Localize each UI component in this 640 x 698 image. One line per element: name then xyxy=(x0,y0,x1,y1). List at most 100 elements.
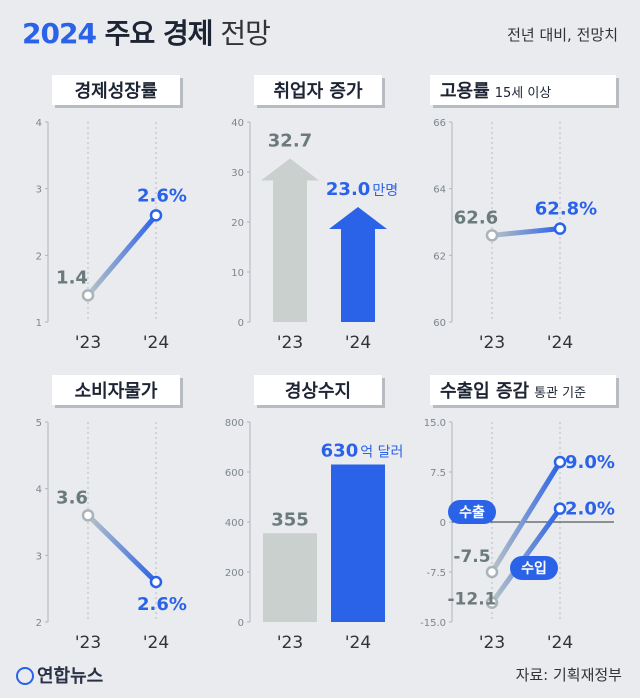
series-line xyxy=(489,506,563,606)
x-tick-label: '23 xyxy=(479,633,505,653)
chart-panel-6: 수출입 증감 통관 기준 15.0 7.5 0 -7.5 -15.0 '23 '24 -7.5 9.… xyxy=(420,375,619,653)
chart-title-box xyxy=(254,375,382,405)
chart-title: 취업자 증가 xyxy=(273,81,363,102)
chart-title: 경상수지 xyxy=(285,381,351,402)
bar-arrow xyxy=(329,207,387,322)
x-tick-label: '24 xyxy=(143,633,169,653)
data-label: 62.8% xyxy=(535,199,597,220)
data-label: 1.4 xyxy=(56,267,88,288)
y-tick-label: 1 xyxy=(36,318,42,329)
data-label: 2.6% xyxy=(137,185,187,206)
x-tick-label: '24 xyxy=(345,333,371,353)
series-name-pill xyxy=(448,500,496,524)
chart-panel-2: 취업자 증가 0 10 20 30 40 '23 '24 32.7 23.0 만명 xyxy=(231,75,398,353)
data-point xyxy=(553,455,567,469)
y-tick-label: 40 xyxy=(231,118,244,129)
chart-title: 고용률 15세 이상 xyxy=(440,81,551,102)
data-point xyxy=(485,229,499,242)
data-point xyxy=(81,289,95,302)
data-point xyxy=(81,509,95,522)
y-tick-label: 10 xyxy=(231,268,244,279)
data-label: -7.5 xyxy=(453,547,490,567)
y-tick-label: 4 xyxy=(36,485,42,496)
y-tick-label: -15.0 xyxy=(420,618,446,629)
chart-panel-4: 소비자물가 2 3 4 5 '23 '24 3.6 2.6% xyxy=(36,375,187,653)
y-tick-label: 20 xyxy=(231,218,244,229)
y-tick-label: 0 xyxy=(238,618,244,629)
x-tick-label: '23 xyxy=(479,333,505,353)
x-tick-label: '24 xyxy=(345,633,371,653)
chart-title: 경제성장률 xyxy=(75,81,158,102)
data-label: 2.0% xyxy=(565,499,615,520)
bar-arrow xyxy=(261,158,319,322)
data-label: -12.1 xyxy=(448,590,497,610)
yonhap-logo: 연합뉴스 xyxy=(16,662,103,688)
bar xyxy=(331,464,385,622)
y-tick-label: 3 xyxy=(36,551,42,562)
data-point xyxy=(485,565,499,579)
series-line xyxy=(85,512,159,585)
title-year: 2024 xyxy=(22,17,97,50)
series-name-label: 수출 xyxy=(459,504,485,521)
y-tick-label: 400 xyxy=(225,518,244,529)
chart-title-box xyxy=(430,375,616,405)
y-tick-label: 200 xyxy=(225,568,244,579)
data-label: 3.6 xyxy=(56,487,88,508)
y-tick-label: 60 xyxy=(433,318,446,329)
data-label: 23.0 만명 xyxy=(326,179,398,200)
chart-panel-1: 경제성장률 1 2 3 4 '23 '24 1.4 2.6% xyxy=(36,75,187,353)
x-tick-label: '23 xyxy=(277,633,303,653)
chart-title-box xyxy=(52,75,180,105)
series-name-label: 수입 xyxy=(521,561,547,577)
chart-title-box xyxy=(52,375,180,405)
logo-icon xyxy=(16,667,34,685)
data-label: 2.6% xyxy=(137,594,187,615)
title-main: 주요 경제 xyxy=(95,17,214,50)
chart-panel-5: 경상수지 0 200 400 600 800 '23 '24 355 630 억 달러 xyxy=(225,375,403,653)
data-point xyxy=(149,209,163,222)
data-point xyxy=(553,502,567,515)
y-tick-label: 800 xyxy=(225,418,244,429)
y-tick-label: 62 xyxy=(433,251,446,262)
y-tick-label: 5 xyxy=(36,418,42,429)
page-title: 2024 주요 경제 전망 xyxy=(22,12,271,52)
data-label: 355 xyxy=(271,509,309,530)
data-label: 62.6 xyxy=(454,207,498,228)
data-label: 630 억 달러 xyxy=(321,441,404,462)
y-tick-label: 66 xyxy=(433,118,446,129)
series-line xyxy=(489,459,563,575)
logo-text: 연합뉴스 xyxy=(37,666,104,687)
page-subtitle: 전년 대비, 전망치 xyxy=(507,26,618,44)
x-tick-label: '23 xyxy=(75,333,101,353)
y-tick-label: 15.0 xyxy=(424,418,446,429)
data-label: 9.0% xyxy=(565,452,615,473)
y-tick-label: 30 xyxy=(231,168,244,179)
x-tick-label: '23 xyxy=(75,633,101,653)
y-tick-label: 7.5 xyxy=(430,468,446,479)
y-tick-label: 0 xyxy=(238,318,244,329)
y-tick-label: 0 xyxy=(440,518,446,529)
header: 2024 주요 경제 전망 전년 대비, 전망치 xyxy=(0,0,640,62)
x-tick-label: '24 xyxy=(143,333,169,353)
y-tick-label: 64 xyxy=(433,185,446,196)
y-tick-label: 3 xyxy=(36,185,42,196)
x-tick-label: '24 xyxy=(547,333,573,353)
title-light: 전망 xyxy=(212,17,271,50)
x-tick-label: '23 xyxy=(277,333,303,353)
series-name-pill xyxy=(510,556,558,580)
chart-title-box xyxy=(430,75,616,105)
y-tick-label: 4 xyxy=(36,118,42,129)
chart-title: 수출입 증감 통관 기준 xyxy=(440,380,586,402)
y-tick-label: 2 xyxy=(36,251,42,262)
data-point xyxy=(553,222,567,235)
series-line xyxy=(85,212,159,298)
chart-title: 소비자물가 xyxy=(75,381,158,402)
data-point xyxy=(485,596,499,609)
data-label: 32.7 xyxy=(268,131,312,152)
y-tick-label: -7.5 xyxy=(426,568,446,579)
chart-title-box xyxy=(254,75,382,105)
data-point xyxy=(149,575,163,589)
x-tick-label: '24 xyxy=(547,633,573,653)
y-tick-label: 600 xyxy=(225,468,244,479)
